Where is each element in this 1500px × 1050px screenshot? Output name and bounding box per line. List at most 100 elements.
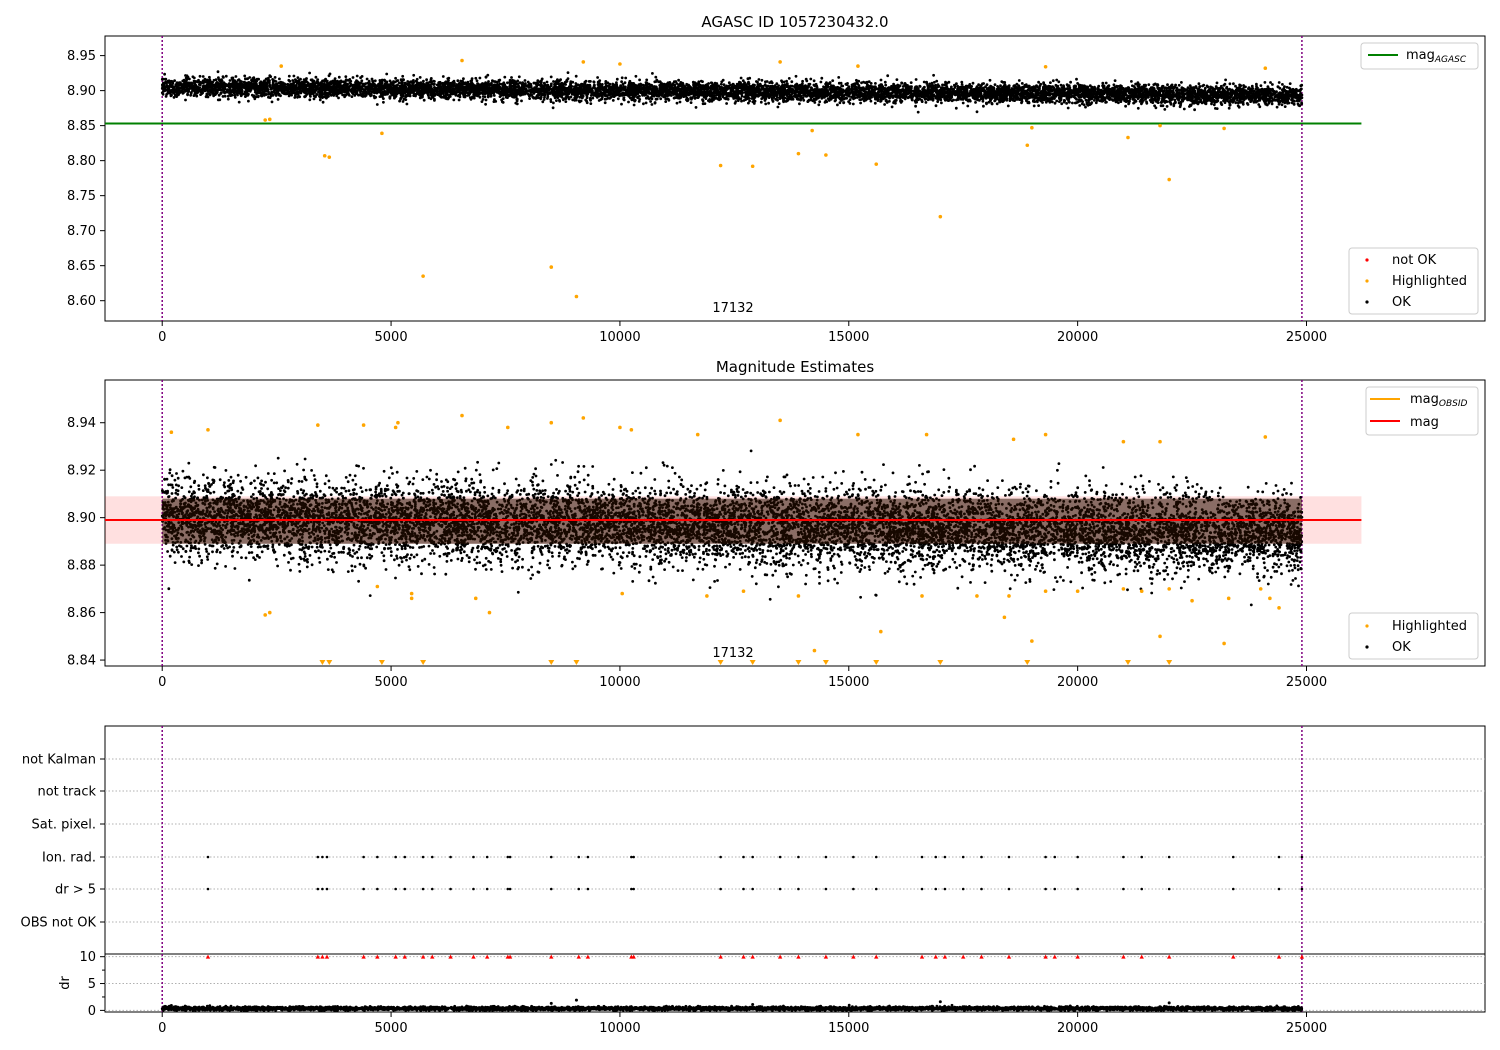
p1-ok-point	[1053, 101, 1057, 105]
p1-ok-point	[775, 82, 779, 85]
p1-ok-point	[388, 95, 392, 99]
p1-ok-point	[365, 77, 369, 81]
p1-ok-point	[1136, 106, 1140, 110]
p1-ok-point	[425, 78, 428, 82]
p1-ok-point	[859, 101, 862, 105]
p1-ok-point	[475, 79, 479, 83]
p1-ok-point	[1188, 103, 1192, 107]
p1-ok-point	[1147, 83, 1151, 86]
p1-ok-point	[273, 76, 277, 79]
p1-ok-point	[500, 98, 503, 102]
p1-ok-point	[699, 79, 703, 83]
p1-ok-point	[886, 74, 890, 78]
p1-ok-point	[367, 79, 371, 83]
p1-ok-point	[960, 80, 964, 84]
p1-ok-point	[1154, 106, 1158, 110]
p1-ok-point	[616, 97, 620, 101]
p1-ok-point	[546, 97, 549, 100]
p1-ok-point	[1165, 105, 1169, 108]
p1-ok-point	[634, 74, 638, 78]
p1-ok-point	[584, 79, 588, 83]
p1-ok-point	[406, 80, 410, 83]
p1-ok-point	[462, 77, 465, 81]
p1-ok-point	[226, 94, 230, 98]
p1-ok-point	[1163, 108, 1167, 111]
p1-ok-point	[651, 72, 654, 75]
p1-ok-point	[1084, 98, 1088, 102]
p1-ok-point	[1224, 78, 1227, 82]
p1-ok-point	[575, 96, 579, 99]
p1-ok-point	[385, 72, 389, 76]
p1-ok-point	[873, 101, 877, 105]
p1-ok-point	[1277, 81, 1281, 84]
p1-ok-point	[1212, 103, 1216, 107]
p1-ok-point	[441, 75, 445, 78]
p1-ok-point	[802, 98, 806, 102]
p1-ok-point	[337, 75, 341, 79]
p1-ok-point	[296, 76, 300, 79]
p1-ok-point	[767, 101, 770, 105]
p1-ok-point	[492, 80, 496, 83]
p1-ok-point	[1187, 98, 1191, 102]
p1-ok-point	[1104, 81, 1108, 85]
p1-ok-point	[1205, 84, 1209, 88]
p1-ok-point	[1271, 83, 1274, 86]
p1-ok-point	[975, 110, 979, 114]
p1-ok-point	[1203, 86, 1207, 90]
panel-agasc-frame	[104, 35, 1486, 322]
p1-ok-point	[293, 96, 297, 99]
p1-ok-point	[164, 77, 168, 81]
p1-ok-point	[955, 82, 958, 86]
p1-ok-point	[1140, 102, 1143, 106]
p1-ok-point	[574, 74, 578, 78]
p1-ok-point	[378, 79, 382, 82]
p1-ok-point	[757, 78, 761, 81]
p1-ok-point	[1215, 81, 1219, 85]
panel-agasc-magnitude: AGASC ID 1057230432.0 0 5000 10000 15000 200…	[67, 13, 1486, 345]
p1-ok-point	[1236, 104, 1240, 108]
panel-agasc-plot-area	[105, 36, 1362, 321]
p1-ok-point	[1275, 105, 1279, 109]
p1-ok-point	[469, 97, 473, 101]
p1-ok-point	[981, 99, 985, 103]
p1-ok-point	[308, 98, 312, 102]
p1-ok-point	[699, 83, 702, 87]
p1-ok-point	[318, 98, 322, 102]
p1-ok-point	[1130, 80, 1133, 83]
p1-ok-points	[160, 70, 1304, 114]
p1-ok-point	[985, 101, 988, 105]
p1-ok-point	[1071, 101, 1074, 105]
p1-ok-point	[1220, 103, 1224, 106]
p1-ok-point	[918, 85, 922, 88]
p1-ok-point	[900, 81, 904, 85]
p1-ok-point	[1174, 101, 1177, 104]
p1-ok-point	[267, 92, 270, 96]
p1-ok-point	[388, 79, 392, 83]
p1-ok-point	[847, 85, 851, 88]
p1-ok-point	[427, 94, 430, 97]
p1-ok-point	[198, 74, 202, 78]
p1-ok-point	[596, 76, 599, 79]
p1-ok-point	[804, 77, 808, 81]
panel-agasc-title: AGASC ID 1057230432.0	[701, 13, 888, 31]
p1-ok-point	[649, 100, 652, 103]
p1-ok-point	[1182, 107, 1186, 111]
p1-ok-point	[1245, 102, 1249, 105]
p1-ok-point	[914, 78, 918, 81]
p1-ok-point	[638, 98, 642, 101]
p1-ok-point	[995, 102, 999, 106]
p1-ok-point	[666, 97, 670, 101]
p1-ok-point	[953, 83, 956, 87]
p1-ok-point	[537, 93, 541, 97]
p1-ok-point	[954, 106, 958, 110]
p1-ok-point	[611, 99, 615, 102]
p1-ok-point	[592, 80, 596, 84]
p1-ok-point	[1250, 84, 1254, 88]
p1-ok-point	[501, 101, 505, 104]
p1-ok-point	[247, 99, 250, 103]
p1-ok-point	[988, 78, 992, 82]
p1-ok-point	[1197, 82, 1201, 86]
p1-ok-point	[1041, 101, 1044, 104]
p1-ok-point	[740, 99, 743, 103]
